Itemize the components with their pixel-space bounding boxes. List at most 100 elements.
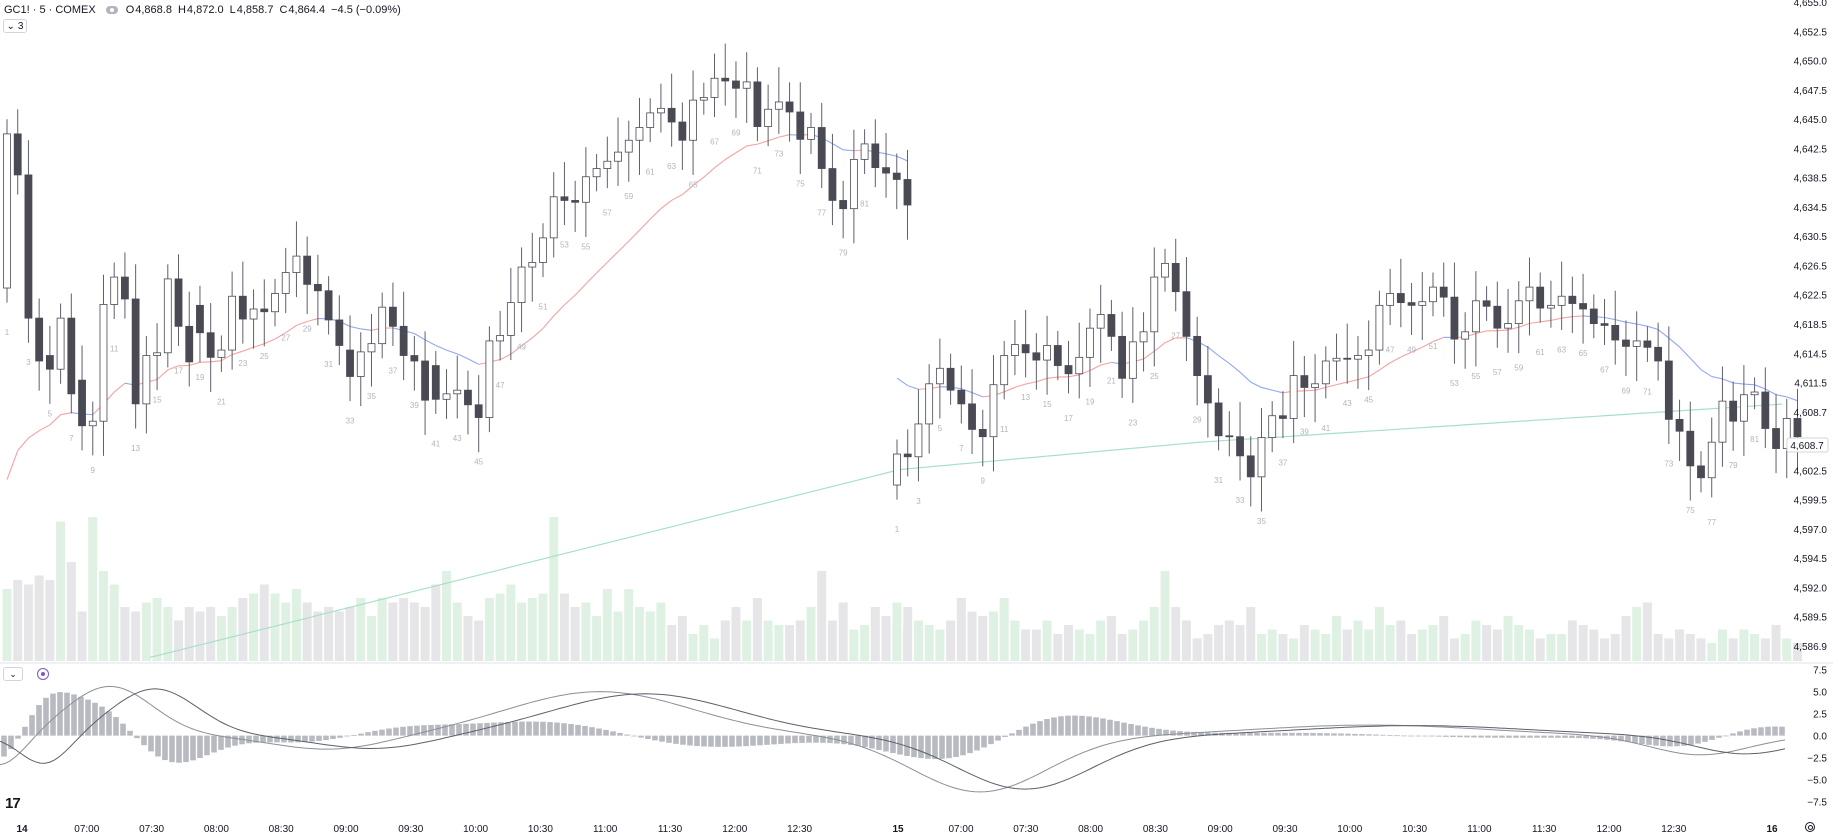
visibility-eye-icon[interactable] <box>105 6 118 14</box>
settings-icon[interactable] <box>1805 822 1815 832</box>
macd-histogram-bar <box>1723 735 1729 737</box>
ma-short-segment <box>1239 371 1252 383</box>
ma-short-segment <box>1668 337 1680 348</box>
bar-count-label: 53 <box>560 241 569 250</box>
candle-body <box>1418 301 1427 306</box>
ma-short-segment <box>1422 341 1434 348</box>
macd-histogram-bar <box>1317 733 1323 736</box>
candle-body <box>1343 357 1352 360</box>
macd-histogram-bar <box>1373 734 1379 736</box>
sync-icon[interactable] <box>37 668 49 680</box>
open-label: O <box>125 4 135 16</box>
ma-short-segment <box>510 345 522 355</box>
time-tick-label: 11:30 <box>658 824 683 835</box>
volume-bar <box>1632 607 1642 661</box>
macd-histogram-bar <box>1695 735 1701 744</box>
ma-short-segment <box>274 332 286 340</box>
volume-bar <box>1750 634 1760 661</box>
ma-short-segment <box>414 332 426 341</box>
macd-histogram-bar <box>421 725 427 736</box>
candle-body <box>1311 383 1319 388</box>
macd-histogram-bar <box>1772 726 1778 736</box>
volume-bar <box>1664 638 1674 661</box>
ma-short-segment <box>1207 346 1219 357</box>
macd-histogram-bar <box>414 725 420 736</box>
candle-body <box>228 295 237 351</box>
macd-histogram-bar <box>1044 719 1050 736</box>
bar-count-label: 45 <box>474 458 483 467</box>
bar-count-label: 11 <box>110 344 119 353</box>
volume-bar <box>720 620 730 661</box>
volume-bar <box>870 607 880 661</box>
signal-line <box>0 688 1786 790</box>
volume-bar <box>988 611 998 661</box>
ma-short-segment <box>1025 381 1037 385</box>
price-tick-label: 4,614.5 <box>1794 349 1828 360</box>
macd-histogram-bar <box>960 735 966 756</box>
bar-count-label: 75 <box>796 179 805 188</box>
candle-body <box>849 159 858 210</box>
candle-body <box>1321 360 1330 385</box>
volume-bar <box>827 620 837 661</box>
volume-bar <box>1010 620 1020 661</box>
macd-histogram-bar <box>1051 717 1057 736</box>
bar-count-label: 69 <box>732 128 741 137</box>
time-tick-label: 07:30 <box>139 824 164 835</box>
ma-short-segment <box>49 414 61 426</box>
macd-histogram-bar <box>1618 735 1624 742</box>
macd-histogram-bar <box>1240 732 1246 736</box>
volume-bar <box>506 584 516 661</box>
ma-short-segment <box>767 136 780 142</box>
macd-histogram-bar <box>1387 735 1393 736</box>
price-tick-label: 4,589.5 <box>1794 613 1828 624</box>
ma-short-segment <box>17 437 29 451</box>
price-tick-label: 4,611.5 <box>1794 379 1827 390</box>
volume-bar <box>1471 620 1481 661</box>
symbol-title[interactable]: GC1! · 5 · COMEX <box>4 4 96 16</box>
ma-short-segment <box>467 358 479 365</box>
volume-bar <box>570 607 580 661</box>
volume-bar <box>1160 571 1170 661</box>
volume-bar <box>313 611 323 661</box>
ma-short-segment <box>1700 369 1713 378</box>
volume-bar <box>1278 634 1288 661</box>
bar-count-label: 19 <box>1086 397 1095 406</box>
candle-body <box>1075 356 1084 375</box>
macd-histogram-bar <box>673 735 679 744</box>
ma-short-segment <box>60 412 72 416</box>
indicator-count: 3 <box>17 20 24 32</box>
pane-collapse-button[interactable]: ⌄ <box>3 667 23 681</box>
ma-short-segment <box>1689 357 1702 371</box>
macd-histogram-bar <box>1737 731 1743 736</box>
macd-histogram-bar <box>848 735 854 745</box>
bar-count-label: 27 <box>281 334 290 343</box>
candle-body <box>1600 323 1609 326</box>
macd-histogram-bar <box>169 735 175 763</box>
tradingview-logo-icon[interactable]: 17 <box>5 795 21 812</box>
macd-histogram-bar <box>1394 735 1400 737</box>
macd-histogram-bar <box>1233 732 1239 736</box>
candle-body <box>1000 355 1009 386</box>
ma-short-segment <box>1572 315 1584 318</box>
bar-count-label: 13 <box>1021 393 1030 402</box>
macd-histogram-bar <box>1660 735 1666 747</box>
candle-body <box>389 306 397 327</box>
macd-histogram-bar <box>911 735 917 758</box>
close-value: 4,864.4 <box>288 4 326 16</box>
ma-short-segment <box>1432 336 1444 343</box>
candle-body <box>142 355 151 405</box>
indicators-collapse-button[interactable]: ⌄ 3 <box>3 19 27 33</box>
macd-histogram-bar <box>316 735 322 741</box>
candle-body <box>399 325 408 356</box>
candle-body <box>1064 365 1073 375</box>
high-value: 4,872.0 <box>186 4 224 16</box>
macd-histogram-bar <box>400 726 406 736</box>
bar-count-label: 71 <box>1643 387 1652 396</box>
ma-short-segment <box>1507 326 1519 331</box>
chevron-down-icon: ⌄ <box>9 668 17 679</box>
macd-tick-label: −7.5 <box>1807 798 1827 809</box>
macd-histogram-bar <box>330 735 336 740</box>
ma-short-segment <box>521 337 533 347</box>
ma-short-segment <box>1743 383 1755 386</box>
